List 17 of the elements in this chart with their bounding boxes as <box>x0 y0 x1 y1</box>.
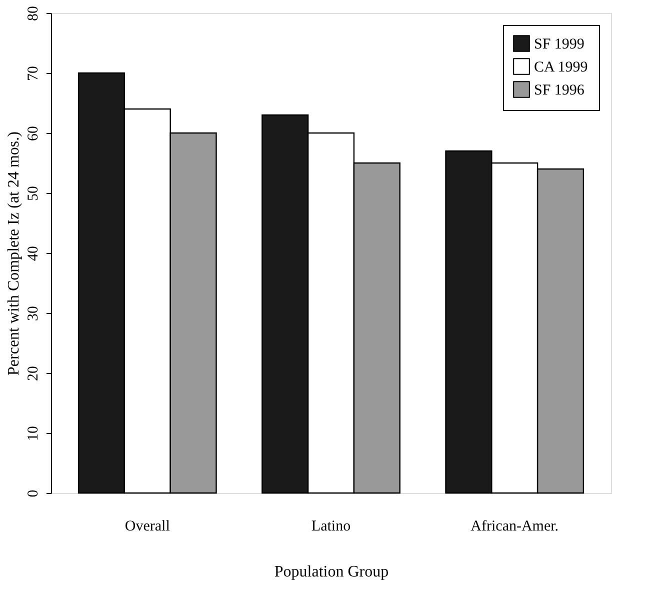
y-axis-title: Percent with Complete Iz (at 24 mos.) <box>6 132 22 376</box>
legend-label: CA 1999 <box>534 60 588 76</box>
x-axis-title: Population Group <box>274 564 389 580</box>
y-tick-label: 60 <box>26 126 42 141</box>
x-tick-label: African-Amer. <box>470 518 559 534</box>
y-tick-label: 0 <box>26 490 42 498</box>
y-tick-label: 80 <box>26 6 42 21</box>
x-tick-label: Latino <box>311 518 351 534</box>
legend-label: SF 1996 <box>534 82 585 98</box>
x-tick-label: Overall <box>124 518 170 534</box>
y-tick-label: 40 <box>26 246 42 261</box>
y-tick-label: 10 <box>26 426 42 441</box>
y-tick-label: 50 <box>26 186 42 201</box>
y-tick-label: 70 <box>26 66 42 81</box>
y-tick-label: 20 <box>26 366 42 381</box>
legend-label: SF 1999 <box>534 36 584 52</box>
y-tick-label: 30 <box>26 306 42 321</box>
